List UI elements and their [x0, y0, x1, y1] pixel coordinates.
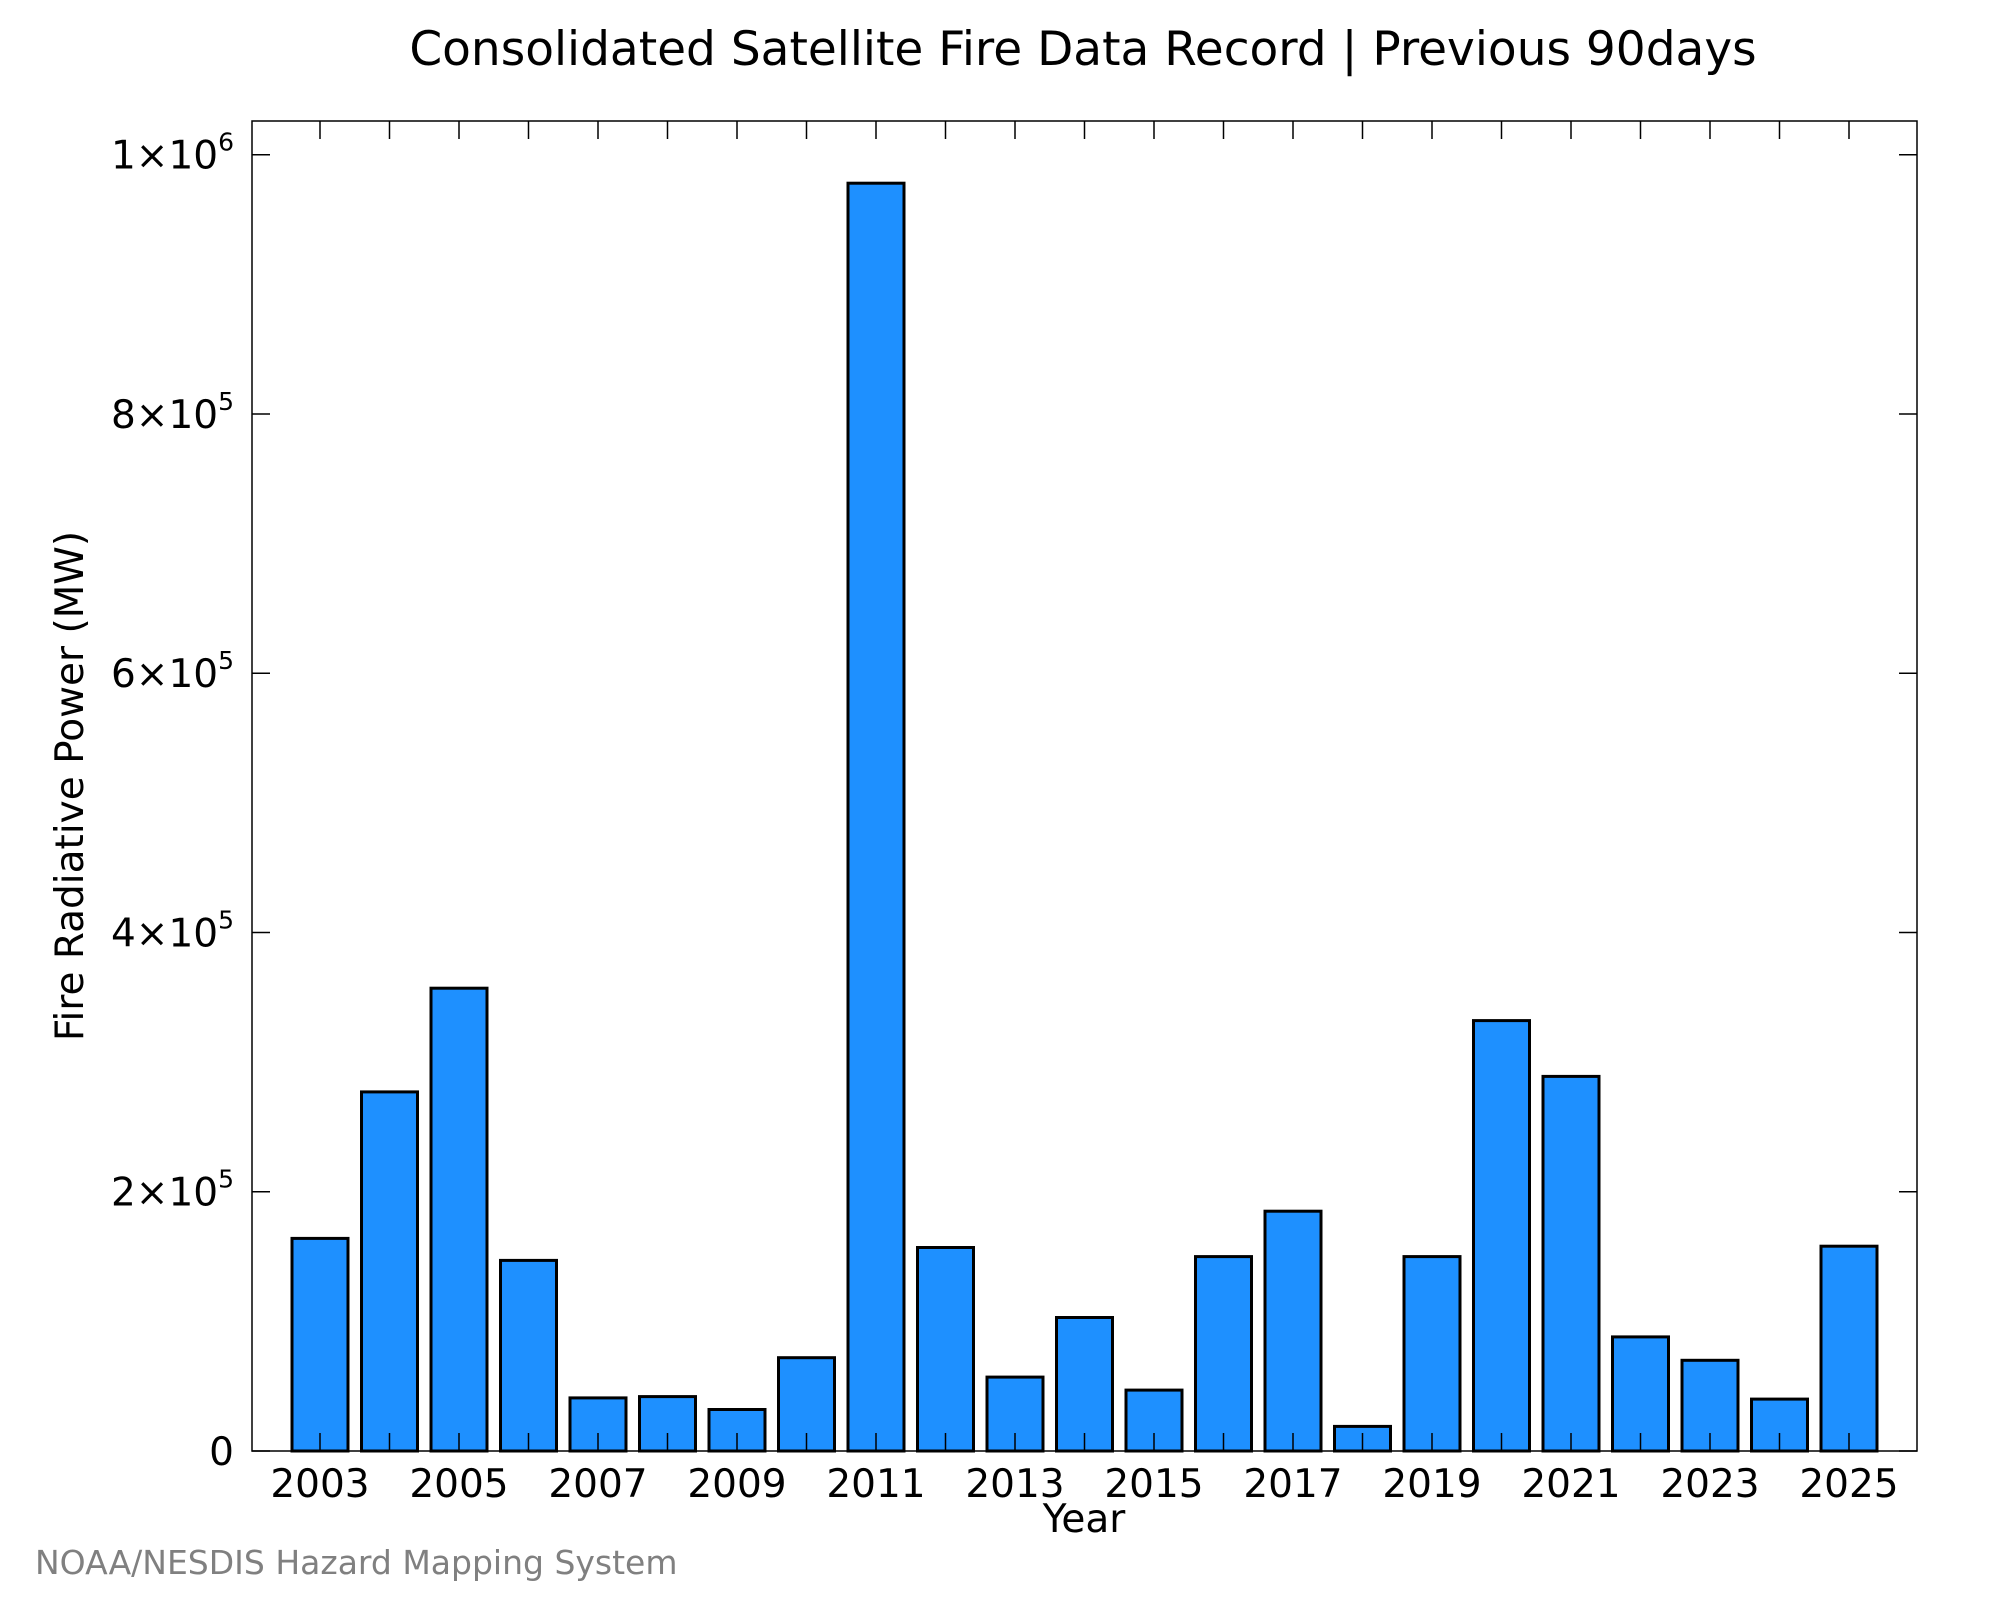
x-tick-label: 2011	[826, 1462, 925, 1507]
bar-2011	[846, 181, 906, 1453]
x-axis-label: Year	[1042, 1497, 1127, 1542]
y-tick-label: 6×105	[111, 646, 234, 697]
bar-2014	[1055, 1316, 1114, 1453]
bar-2025	[1819, 1244, 1879, 1453]
bar-2020	[1472, 1019, 1531, 1453]
bar-2005	[429, 986, 489, 1453]
credit-text: NOAA/NESDIS Hazard Mapping System	[35, 1543, 678, 1582]
bar-2016	[1194, 1255, 1253, 1453]
x-tick-label: 2015	[1104, 1462, 1203, 1507]
bar-2019	[1402, 1255, 1462, 1453]
plot-frame	[251, 120, 1918, 1452]
x-tick-label: 2025	[1799, 1462, 1898, 1507]
x-tick-label: 2021	[1521, 1462, 1620, 1507]
bars-group	[290, 181, 1879, 1453]
ticks-group: 2003 2005 2007 2009 2011 2013 2015 2017 2019 2021…	[111, 121, 1917, 1507]
x-tick-label: 2007	[548, 1462, 647, 1507]
chart-title: Consolidated Satellite Fire Data Record …	[409, 22, 1756, 77]
x-tick-label: 2005	[409, 1462, 508, 1507]
bar-2004	[360, 1090, 419, 1453]
y-axis-label: Fire Radiative Power (MW)	[48, 531, 93, 1041]
x-tick-label: 2019	[1382, 1462, 1481, 1507]
y-tick-label: 0	[209, 1430, 234, 1475]
bar-2021	[1541, 1074, 1601, 1453]
y-tick-label: 4×105	[111, 905, 234, 956]
x-tick-label: 2009	[687, 1462, 786, 1507]
bar-2022	[1611, 1335, 1670, 1453]
y-tick-label: 8×105	[111, 387, 234, 438]
bar-2012	[916, 1246, 975, 1453]
y-tick-label: 1×106	[111, 128, 234, 179]
x-tick-label: 2003	[270, 1462, 369, 1507]
x-tick-label: 2013	[965, 1462, 1064, 1507]
y-tick-label: 2×105	[111, 1165, 234, 1216]
bar-2006	[499, 1258, 558, 1453]
x-tick-label: 2017	[1243, 1462, 1342, 1507]
x-tick-label: 2023	[1660, 1462, 1759, 1507]
bar-2017	[1263, 1209, 1323, 1453]
bar-2003	[290, 1236, 350, 1453]
